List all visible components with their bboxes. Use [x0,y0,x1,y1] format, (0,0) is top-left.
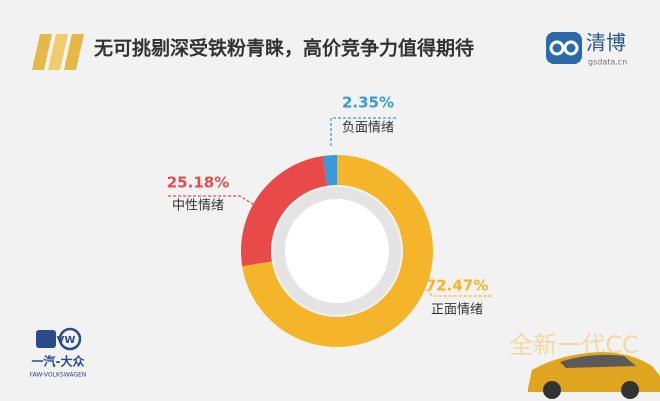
logo-site: gsdata.cn [588,58,627,67]
value-label: 2.35% [342,94,394,112]
brand-name-en: FAW-VOLKSWAGEN [30,372,87,379]
center [285,199,389,303]
chart-title: 无可挑剔深受铁粉青睐，高价竞争力值得期待 [94,37,474,60]
title-ornament [32,34,84,70]
leader-line [330,117,398,146]
category-label: 正面情绪 [431,303,483,318]
donut-segment [242,155,433,347]
logo-name: 清博 [586,31,626,55]
value-label: 25.18% [167,174,229,192]
value-label: 72.47% [426,277,488,295]
donut-segment [241,156,328,267]
leader-line [419,281,492,297]
category-label: 中性情绪 [172,199,224,214]
brand-name: 一汽-大众 [32,354,86,369]
logo-icon [546,32,582,64]
inner-ring [273,187,401,315]
svg-text:VW: VW [57,335,76,346]
donut-segment [322,155,337,186]
brand-logo: VW [36,327,82,351]
leader-line [168,195,263,211]
category-label: 负面情绪 [342,121,394,136]
car-illustration [528,352,660,399]
